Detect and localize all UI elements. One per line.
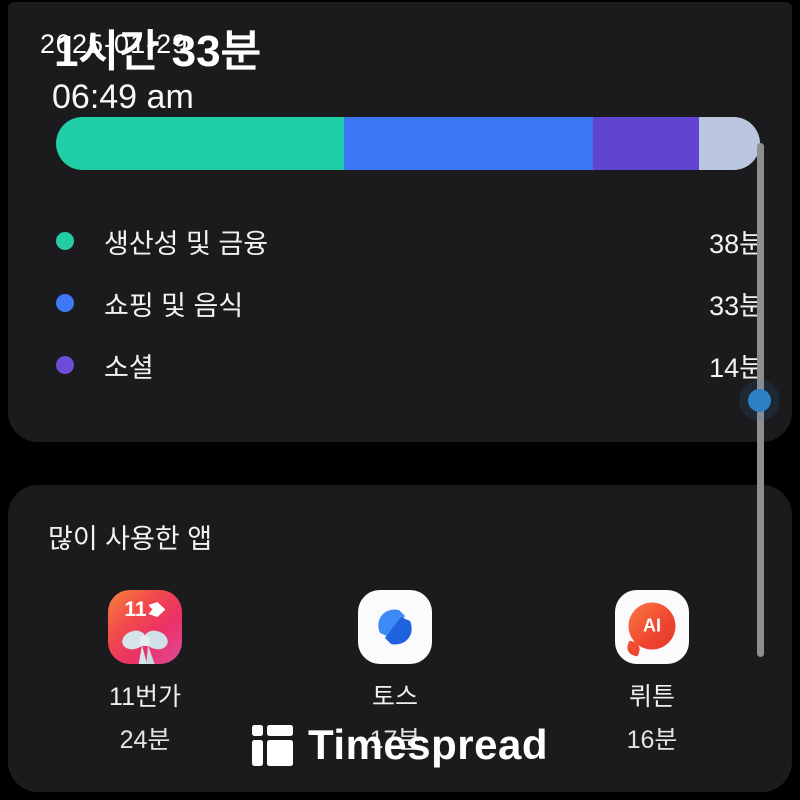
legend-row-productivity[interactable]: 생산성 및 금융 38분 [56, 210, 764, 272]
ai-speech-bubble-icon: AI [628, 602, 676, 650]
app-item-wrtn[interactable]: AI 뤼튼 16분 [567, 590, 737, 756]
bar-segment-other [699, 117, 760, 170]
category-minutes: 33분 [709, 290, 764, 321]
most-used-apps-card: 많이 사용한 앱 11 11번가 24분 [8, 485, 792, 792]
watermark-text: Timespread [308, 721, 548, 768]
category-label: 소셜 [104, 352, 154, 383]
11st-arrow-icon [148, 602, 166, 617]
time-of-day: 06:49 am [52, 78, 194, 116]
category-dot-blue [56, 294, 74, 312]
app-name: 토스 [371, 683, 418, 711]
app-item-11st[interactable]: 11 11번가 24분 [60, 590, 230, 756]
legend-row-social[interactable]: 소셜 14분 [56, 334, 764, 396]
category-dot-teal [56, 232, 74, 250]
toss-logo-icon [378, 609, 412, 645]
toss-icon [358, 590, 432, 664]
app-name: 뤼튼 [628, 683, 675, 711]
category-dot-purple [56, 356, 74, 374]
category-minutes: 38분 [709, 228, 764, 259]
category-label: 쇼핑 및 음식 [104, 290, 244, 321]
ribbon-bow-icon [122, 630, 168, 664]
bar-segment-productivity [56, 117, 344, 170]
scrollbar-thumb-dot[interactable] [748, 389, 771, 412]
category-minutes: 14분 [709, 352, 764, 383]
usage-stacked-bar [56, 117, 760, 170]
screen-time-summary-card: 2025-01-29 1시간 33분 06:49 am 생산성 및 금융 38분… [8, 2, 792, 442]
app-minutes: 24분 [119, 726, 171, 754]
11st-icon: 11 [108, 590, 182, 664]
wrtn-icon: AI [615, 590, 689, 664]
bar-segment-shopping [343, 117, 594, 170]
category-legend: 생산성 및 금융 38분 쇼핑 및 음식 33분 소셜 14분 [56, 210, 764, 396]
timespread-logo-icon [252, 724, 293, 766]
section-title: 많이 사용한 앱 [48, 524, 213, 554]
total-screen-time: 1시간 33분 [54, 27, 262, 76]
app-name: 11번가 [109, 683, 181, 711]
app-minutes: 16분 [626, 726, 678, 754]
timespread-watermark: Timespread [0, 721, 800, 769]
app-minutes: 17분 [369, 726, 421, 754]
legend-row-shopping[interactable]: 쇼핑 및 음식 33분 [56, 272, 764, 334]
bar-segment-social [593, 117, 700, 170]
11st-logo: 11 [124, 599, 166, 620]
app-item-toss[interactable]: 토스 17분 [310, 590, 480, 756]
category-label: 생산성 및 금융 [104, 228, 269, 259]
date-label: 2025-01-29 [40, 29, 189, 59]
